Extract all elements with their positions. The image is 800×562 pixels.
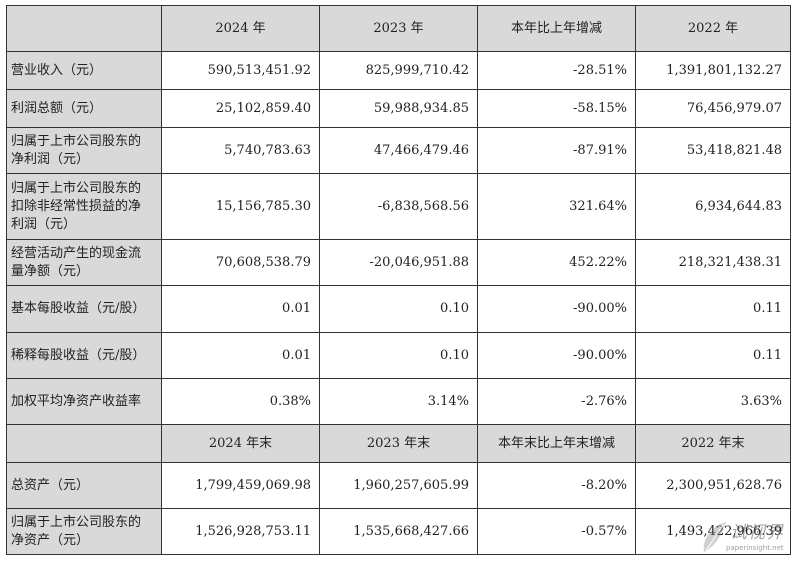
row-label: 利润总额（元） bbox=[6, 89, 162, 128]
watermark-logo: 试视界 paperinsight.net bbox=[700, 516, 796, 560]
value-cell: 5,740,783.63 bbox=[161, 127, 320, 174]
value-cell: 0.10 bbox=[319, 285, 478, 333]
value-cell: 1,493,422,966.39 bbox=[635, 508, 791, 555]
table-subheader-row: 2024 年末 2023 年末 本年末比上年末增减 2022 年末 bbox=[6, 424, 791, 463]
table-row: 经营活动产生的现金流量净额（元） 70,608,538.79 -20,046,9… bbox=[6, 239, 791, 286]
table-row: 加权平均净资产收益率 0.38% 3.14% -2.76% 3.63% bbox=[6, 378, 791, 425]
value-cell: 590,513,451.92 bbox=[161, 51, 320, 90]
value-cell: -20,046,951.88 bbox=[319, 239, 478, 286]
row-label: 归属于上市公司股东的净利润（元） bbox=[6, 127, 162, 174]
table-row: 基本每股收益（元/股） 0.01 0.10 -90.00% 0.11 bbox=[6, 285, 791, 333]
value-cell: 53,418,821.48 bbox=[635, 127, 791, 174]
value-cell: 1,526,928,753.11 bbox=[161, 508, 320, 555]
row-label: 营业收入（元） bbox=[6, 51, 162, 90]
financial-data-table: 2024 年 2023 年 本年比上年增减 2022 年 营业收入（元） 590… bbox=[6, 5, 791, 555]
value-cell: -28.51% bbox=[477, 51, 636, 90]
table-row: 利润总额（元） 25,102,859.40 59,988,934.85 -58.… bbox=[6, 89, 791, 128]
value-cell: 6,934,644.83 bbox=[635, 173, 791, 240]
value-cell: -2.76% bbox=[477, 378, 636, 425]
value-cell: 0.10 bbox=[319, 332, 478, 379]
row-label: 稀释每股收益（元/股） bbox=[6, 332, 162, 379]
value-cell: 0.11 bbox=[635, 332, 791, 379]
header-cell: 2023 年 bbox=[319, 5, 478, 52]
value-cell: 3.63% bbox=[635, 378, 791, 425]
table-row: 稀释每股收益（元/股） 0.01 0.10 -90.00% 0.11 bbox=[6, 332, 791, 379]
value-cell: 0.11 bbox=[635, 285, 791, 333]
header-cell: 2023 年末 bbox=[319, 424, 478, 463]
value-cell: 218,321,438.31 bbox=[635, 239, 791, 286]
value-cell: 70,608,538.79 bbox=[161, 239, 320, 286]
table-row: 归属于上市公司股东的扣除非经常性损益的净利润（元） 15,156,785.30 … bbox=[6, 173, 791, 240]
value-cell: 0.38% bbox=[161, 378, 320, 425]
value-cell: 59,988,934.85 bbox=[319, 89, 478, 128]
table-row: 归属于上市公司股东的净利润（元） 5,740,783.63 47,466,479… bbox=[6, 127, 791, 174]
header-cell: 本年末比上年末增减 bbox=[477, 424, 636, 463]
value-cell: 2,300,951,628.76 bbox=[635, 462, 791, 509]
value-cell: -6,838,568.56 bbox=[319, 173, 478, 240]
value-cell: -58.15% bbox=[477, 89, 636, 128]
value-cell: 321.64% bbox=[477, 173, 636, 240]
value-cell: 825,999,710.42 bbox=[319, 51, 478, 90]
value-cell: 15,156,785.30 bbox=[161, 173, 320, 240]
row-label: 总资产（元） bbox=[6, 462, 162, 509]
value-cell: -87.91% bbox=[477, 127, 636, 174]
header-cell: 本年比上年增减 bbox=[477, 5, 636, 52]
watermark-url: paperinsight.net bbox=[726, 544, 784, 552]
watermark-leaf-icon bbox=[703, 522, 726, 552]
value-cell: 1,535,668,427.66 bbox=[319, 508, 478, 555]
value-cell: 1,391,801,132.27 bbox=[635, 51, 791, 90]
value-cell: 76,456,979.07 bbox=[635, 89, 791, 128]
value-cell: 0.01 bbox=[161, 332, 320, 379]
row-label: 归属于上市公司股东的净资产（元） bbox=[6, 508, 162, 555]
value-cell: 47,466,479.46 bbox=[319, 127, 478, 174]
table-row: 营业收入（元） 590,513,451.92 825,999,710.42 -2… bbox=[6, 51, 791, 90]
row-label: 基本每股收益（元/股） bbox=[6, 285, 162, 333]
table-header-row: 2024 年 2023 年 本年比上年增减 2022 年 bbox=[6, 5, 791, 52]
row-label: 经营活动产生的现金流量净额（元） bbox=[6, 239, 162, 286]
value-cell: 452.22% bbox=[477, 239, 636, 286]
watermark-text: 试视界 bbox=[730, 523, 784, 543]
value-cell: -90.00% bbox=[477, 332, 636, 379]
row-label: 归属于上市公司股东的扣除非经常性损益的净利润（元） bbox=[6, 173, 162, 240]
value-cell: -8.20% bbox=[477, 462, 636, 509]
header-cell: 2022 年末 bbox=[635, 424, 791, 463]
table-row: 归属于上市公司股东的净资产（元） 1,526,928,753.11 1,535,… bbox=[6, 508, 791, 555]
value-cell: 1,960,257,605.99 bbox=[319, 462, 478, 509]
value-cell: 1,799,459,069.98 bbox=[161, 462, 320, 509]
value-cell: 3.14% bbox=[319, 378, 478, 425]
table-row: 总资产（元） 1,799,459,069.98 1,960,257,605.99… bbox=[6, 462, 791, 509]
header-cell: 2024 年 bbox=[161, 5, 320, 52]
value-cell: -90.00% bbox=[477, 285, 636, 333]
value-cell: 25,102,859.40 bbox=[161, 89, 320, 128]
header-cell: 2024 年末 bbox=[161, 424, 320, 463]
row-label: 加权平均净资产收益率 bbox=[6, 378, 162, 425]
header-cell: 2022 年 bbox=[635, 5, 791, 52]
value-cell: -0.57% bbox=[477, 508, 636, 555]
value-cell: 0.01 bbox=[161, 285, 320, 333]
header-corner-cell bbox=[6, 5, 162, 52]
subheader-corner-cell bbox=[6, 424, 162, 463]
